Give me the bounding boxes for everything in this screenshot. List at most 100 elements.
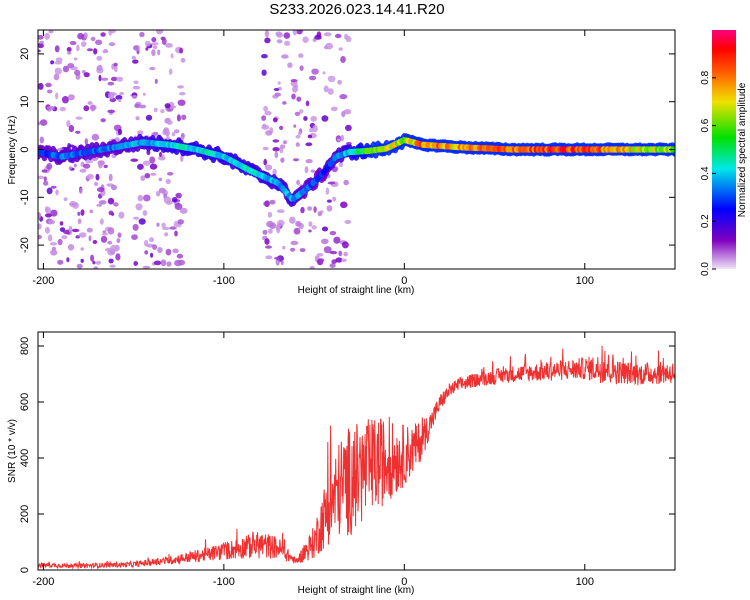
noise-blob	[138, 218, 146, 225]
noise-blob	[327, 181, 336, 185]
noise-blob	[157, 49, 161, 56]
noise-blob	[264, 238, 270, 245]
noise-blob	[298, 53, 304, 58]
noise-blob	[272, 117, 278, 123]
noise-blob	[66, 257, 70, 263]
noise-blob	[276, 225, 281, 234]
noise-blob	[75, 235, 80, 239]
x-tick-label: 100	[576, 275, 594, 287]
noise-blob	[180, 57, 186, 63]
noise-blob	[90, 36, 96, 42]
noise-blob	[145, 47, 149, 51]
noise-blob	[174, 230, 178, 237]
noise-blob	[291, 93, 296, 100]
noise-blob	[304, 166, 309, 174]
noise-blob	[98, 162, 103, 169]
y-tick-label: 0	[19, 146, 31, 152]
noise-blob	[299, 248, 306, 253]
noise-blob	[276, 32, 283, 38]
noise-blob	[338, 47, 343, 51]
noise-blob	[107, 109, 116, 114]
noise-blob	[272, 147, 280, 152]
noise-blob	[113, 62, 118, 67]
snr-series-line	[38, 345, 675, 570]
noise-blob	[54, 60, 63, 65]
noise-blob	[100, 235, 108, 243]
noise-blob	[108, 30, 117, 34]
noise-blob	[97, 64, 103, 72]
noise-blob	[98, 74, 102, 82]
noise-blob	[323, 32, 332, 37]
noise-blob	[343, 180, 350, 186]
noise-blob	[79, 187, 83, 194]
noise-blob	[274, 151, 279, 159]
noise-blob	[264, 200, 270, 208]
noise-blob	[92, 240, 98, 244]
noise-blob	[179, 92, 186, 96]
noise-blob	[338, 250, 343, 257]
noise-blob	[152, 45, 158, 50]
noise-blob	[103, 164, 108, 169]
noise-blob	[321, 238, 329, 245]
noise-blob	[173, 220, 179, 229]
noise-blob	[57, 238, 63, 246]
noise-blob	[332, 196, 337, 202]
noise-blob	[293, 158, 299, 162]
x-tick-label: 100	[576, 576, 594, 588]
noise-blob	[77, 218, 82, 225]
noise-blob	[91, 133, 100, 141]
noise-blob	[68, 94, 75, 101]
noise-blob	[118, 211, 125, 219]
noise-blob	[323, 45, 328, 50]
noise-blob	[77, 32, 84, 40]
noise-blob	[38, 234, 42, 240]
noise-blob	[138, 104, 147, 109]
noise-blob	[343, 109, 352, 115]
noise-blob	[321, 226, 329, 232]
noise-blob	[46, 187, 53, 195]
noise-blob	[152, 244, 158, 250]
noise-blob	[107, 227, 115, 235]
noise-blob	[168, 68, 173, 75]
noise-blob	[330, 106, 338, 112]
noise-blob	[311, 225, 317, 230]
noise-blob	[300, 206, 305, 214]
noise-blob	[174, 203, 183, 210]
noise-blob	[276, 39, 283, 44]
colorbar-ticks: 0.0 0.2 0.4 0.6 0.8	[700, 70, 716, 276]
noise-blob	[264, 30, 270, 38]
noise-blob	[158, 187, 166, 194]
noise-blob	[277, 209, 285, 214]
noise-blob	[80, 258, 84, 263]
colorbar-label: Normalized spectral amplitude	[737, 82, 748, 217]
noise-blob	[133, 45, 139, 51]
noise-blob	[83, 32, 88, 39]
snr-x-ticks: -200 -100 0 100	[32, 332, 594, 588]
noise-blob	[62, 65, 69, 73]
noise-blob	[61, 235, 68, 240]
noise-blob	[80, 209, 85, 216]
noise-blob	[269, 199, 276, 205]
noise-blob	[296, 179, 300, 186]
noise-blob	[116, 76, 124, 82]
noise-blob	[262, 229, 268, 235]
noise-blob	[133, 216, 140, 220]
noise-blob	[318, 258, 325, 263]
noise-blob	[133, 80, 139, 85]
noise-blob	[307, 206, 313, 211]
noise-blob	[327, 199, 332, 203]
noise-blob	[338, 162, 344, 168]
noise-blob	[67, 51, 72, 55]
noise-blob	[113, 202, 119, 207]
noise-blob	[116, 238, 121, 244]
noise-blob	[108, 42, 116, 47]
x-tick-label: -200	[32, 576, 54, 588]
noise-blob	[167, 120, 173, 125]
noise-blob	[38, 34, 44, 40]
noise-blob	[311, 68, 319, 75]
noise-blob	[70, 202, 78, 206]
noise-blob	[137, 130, 144, 136]
noise-blob	[150, 252, 154, 258]
x-tick-label: -200	[32, 275, 54, 287]
noise-blob	[83, 105, 90, 112]
